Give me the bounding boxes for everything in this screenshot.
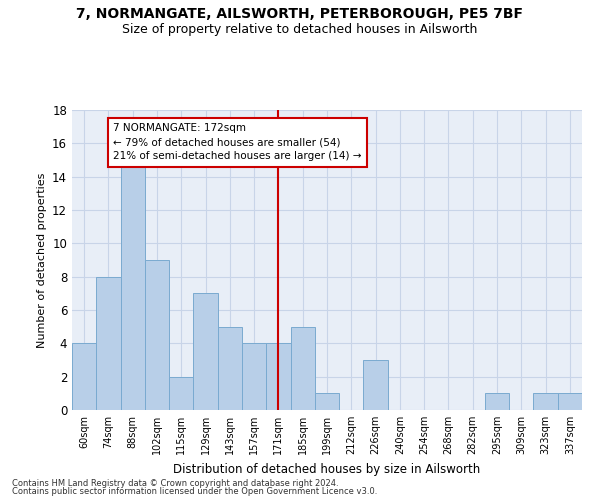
Text: Contains HM Land Registry data © Crown copyright and database right 2024.: Contains HM Land Registry data © Crown c…	[12, 478, 338, 488]
Text: 7 NORMANGATE: 172sqm
← 79% of detached houses are smaller (54)
21% of semi-detac: 7 NORMANGATE: 172sqm ← 79% of detached h…	[113, 124, 362, 162]
Bar	[169, 376, 193, 410]
Y-axis label: Number of detached properties: Number of detached properties	[37, 172, 47, 348]
Bar	[485, 394, 509, 410]
Bar	[96, 276, 121, 410]
Text: 7, NORMANGATE, AILSWORTH, PETERBOROUGH, PE5 7BF: 7, NORMANGATE, AILSWORTH, PETERBOROUGH, …	[77, 8, 523, 22]
Bar	[193, 294, 218, 410]
Bar	[145, 260, 169, 410]
Bar	[121, 160, 145, 410]
Text: Size of property relative to detached houses in Ailsworth: Size of property relative to detached ho…	[122, 22, 478, 36]
Bar	[533, 394, 558, 410]
Bar	[266, 344, 290, 410]
X-axis label: Distribution of detached houses by size in Ailsworth: Distribution of detached houses by size …	[173, 462, 481, 475]
Bar	[315, 394, 339, 410]
Bar	[218, 326, 242, 410]
Bar	[72, 344, 96, 410]
Bar	[558, 394, 582, 410]
Bar	[242, 344, 266, 410]
Bar	[364, 360, 388, 410]
Text: Contains public sector information licensed under the Open Government Licence v3: Contains public sector information licen…	[12, 487, 377, 496]
Bar	[290, 326, 315, 410]
